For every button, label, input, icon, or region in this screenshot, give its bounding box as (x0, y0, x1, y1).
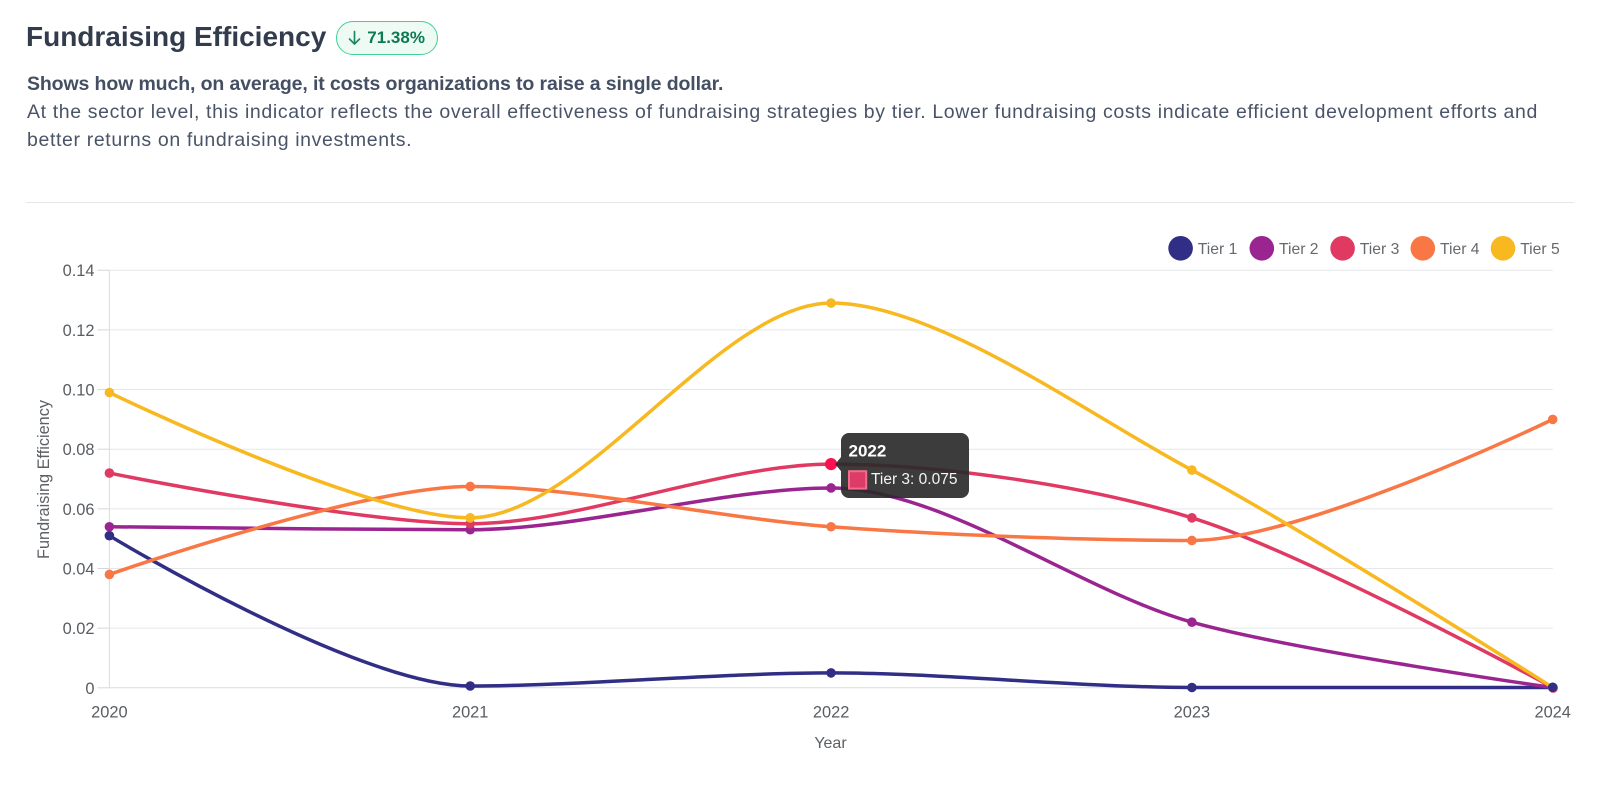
svg-text:0: 0 (85, 680, 94, 698)
svg-text:2020: 2020 (91, 703, 127, 721)
svg-text:0.14: 0.14 (63, 262, 95, 280)
svg-text:Tier 2: Tier 2 (1279, 241, 1319, 258)
svg-text:2022: 2022 (813, 703, 849, 721)
svg-text:Tier 1: Tier 1 (1198, 241, 1238, 258)
svg-text:Year: Year (814, 735, 847, 752)
svg-text:2023: 2023 (1174, 703, 1210, 721)
svg-text:0.06: 0.06 (63, 501, 95, 519)
svg-text:Fundraising Efficiency: Fundraising Efficiency (35, 399, 53, 559)
svg-text:0.10: 0.10 (63, 382, 95, 400)
svg-text:Tier 4: Tier 4 (1440, 241, 1480, 258)
svg-text:Tier 3: 0.075: Tier 3: 0.075 (871, 471, 957, 488)
svg-text:0.12: 0.12 (63, 322, 95, 340)
svg-text:0.08: 0.08 (63, 441, 95, 459)
svg-text:2022: 2022 (849, 441, 887, 460)
svg-text:2024: 2024 (1534, 703, 1570, 721)
svg-text:2021: 2021 (452, 703, 488, 721)
svg-text:0.04: 0.04 (63, 561, 95, 579)
svg-text:Tier 5: Tier 5 (1520, 241, 1560, 258)
svg-text:0.02: 0.02 (63, 620, 95, 638)
svg-text:Tier 3: Tier 3 (1360, 241, 1400, 258)
